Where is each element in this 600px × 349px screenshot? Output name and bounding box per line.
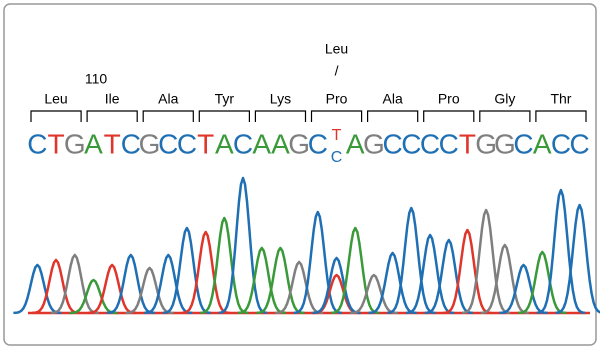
base-letter: A bbox=[215, 128, 234, 159]
position-label: 110 bbox=[85, 71, 108, 87]
amino-acid: Thr bbox=[550, 91, 571, 107]
amino-acid: Ala bbox=[158, 91, 178, 107]
base-letter-bottom: C bbox=[331, 149, 343, 166]
base-letter: A bbox=[346, 128, 365, 159]
base-letter: C bbox=[27, 128, 47, 159]
base-letter: T bbox=[104, 128, 121, 159]
amino-acid: Gly bbox=[494, 91, 515, 107]
frame bbox=[4, 4, 596, 345]
base-letter: C bbox=[401, 128, 421, 159]
amino-acid: Lys bbox=[270, 91, 291, 107]
base-letter: A bbox=[84, 128, 103, 159]
base-letter: C bbox=[383, 128, 403, 159]
variant-slash: / bbox=[335, 63, 339, 79]
base-letter: T bbox=[459, 128, 476, 159]
amino-acid: Ile bbox=[105, 91, 120, 107]
base-letter: C bbox=[177, 128, 197, 159]
base-letter: T bbox=[47, 128, 64, 159]
base-letter: C bbox=[551, 128, 571, 159]
base-letter: C bbox=[233, 128, 253, 159]
amino-acid: Leu bbox=[44, 91, 67, 107]
base-letter: T bbox=[197, 128, 214, 159]
base-letter-top: T bbox=[332, 127, 342, 144]
base-letter: C bbox=[308, 128, 328, 159]
figure: Leu110CTGIleATCAlaGCCTyrTACLysAAGProCTCL… bbox=[0, 0, 600, 349]
amino-acid: Pro bbox=[438, 91, 460, 107]
base-letter: A bbox=[252, 128, 271, 159]
variant-amino-acid: Leu bbox=[325, 41, 348, 57]
base-letter: C bbox=[570, 128, 590, 159]
base-letter: A bbox=[533, 128, 552, 159]
base-letter: C bbox=[420, 128, 440, 159]
amino-acid: Pro bbox=[326, 91, 348, 107]
base-letter: A bbox=[271, 128, 290, 159]
amino-acid: Tyr bbox=[215, 91, 235, 107]
base-letter: C bbox=[439, 128, 459, 159]
base-letter: C bbox=[513, 128, 533, 159]
amino-acid: Ala bbox=[383, 91, 403, 107]
base-letter: C bbox=[158, 128, 178, 159]
base-letter: G bbox=[64, 128, 86, 159]
